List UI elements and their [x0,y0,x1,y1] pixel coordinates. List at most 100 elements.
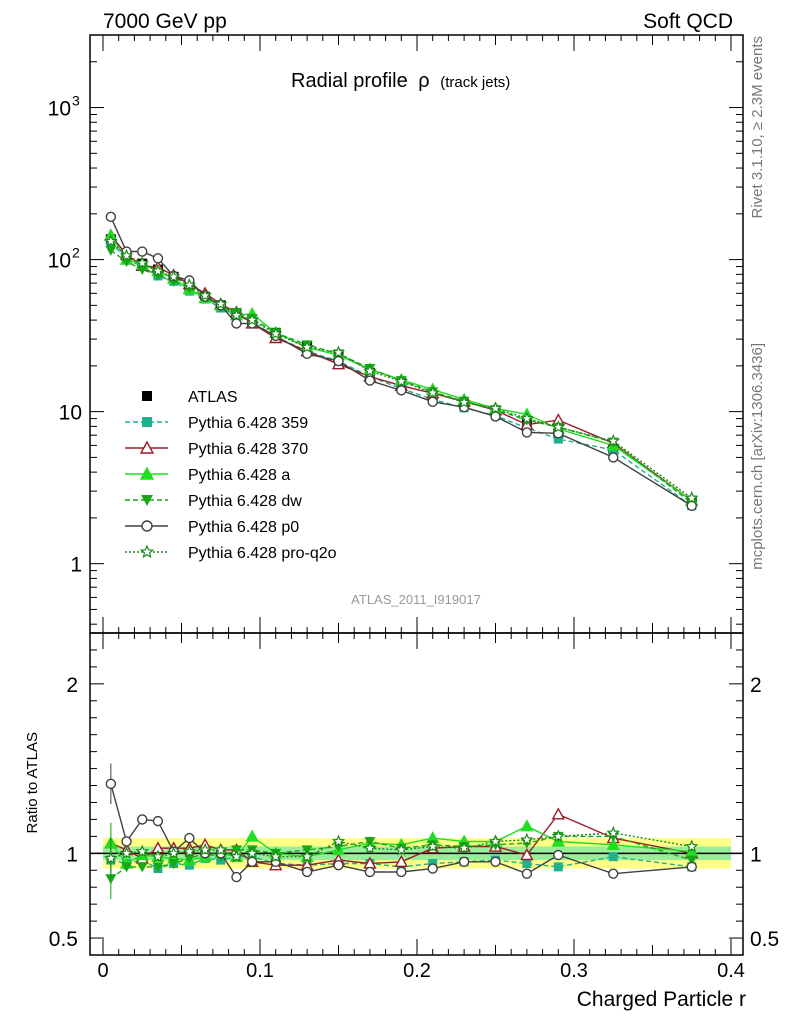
legend-marker-shape [139,440,155,454]
data-point-shape [686,500,697,512]
x-tick-label: 0.1 [246,960,274,982]
ratio-point [685,839,699,853]
ratio-point [457,841,471,854]
ratio-point [136,862,148,873]
legend-item: Pythia 6.428 dw [125,493,302,510]
legend-marker-shape [142,391,152,401]
ratio-point [394,842,408,856]
ratio-series-line [110,832,692,860]
ratio-point-shape [269,849,283,863]
data-point-shape [182,278,197,291]
ratio-point-shape [606,837,620,851]
data-point [551,420,565,433]
analysis-label: ATLAS_2011_I919017 [351,592,481,607]
legend-marker-shape [141,495,153,506]
ratio-point-shape [394,842,408,856]
y-tick-label-exponent: 3 [72,93,80,109]
data-point-shape [152,253,164,264]
ratio-point-shape [608,868,619,879]
data-point-shape [105,245,117,256]
ratio-series-line [110,825,692,865]
data-point-shape [231,318,242,329]
data-point-shape [300,340,314,353]
ratio-point-shape [458,856,470,867]
x-tick-label: 0 [97,960,108,982]
ratio-point-shape [166,846,181,860]
series-2 [104,228,699,506]
legend: ATLAS Pythia 6.428 359 Pythia 6.428 370 Pyt… [125,389,337,562]
data-point [105,211,117,223]
ratio-point-shape [245,846,259,860]
ratio-point [333,859,344,871]
series-6 [104,234,699,504]
ratio-point [606,825,621,839]
data-point [606,434,620,447]
data-point [331,345,346,359]
legend-item: Pythia 6.428 a [125,466,290,484]
ratio-point-shape [121,862,133,873]
legend-label: Pythia 6.428 370 [188,441,308,458]
data-point-shape [608,452,619,463]
ratio-y-tick-label-right: 0.5 [750,928,779,951]
ratio-point-shape [231,871,242,883]
data-point-shape [521,427,533,438]
data-point [686,500,697,512]
legend-marker [142,417,152,427]
ratio-point-shape [363,841,377,854]
data-point [245,313,259,326]
ratio-point [245,846,259,860]
ratio-point [301,866,313,878]
data-point-shape [137,246,148,257]
ratio-frame [89,632,744,956]
data-point-shape [166,269,181,283]
data-point-shape [551,420,565,433]
ratio-point-shape [214,842,228,856]
ratio-point-shape [553,862,563,872]
ratio-point-shape [184,832,195,844]
ratio-point [394,854,408,867]
data-point-shape [229,308,244,322]
ratio-series-line [110,813,692,866]
ratio-y-tick-label-right: 2 [750,674,762,697]
ratio-point-shape [606,825,621,839]
x-axis-label: Charged Particle r [577,988,746,1011]
ratio-point [184,832,195,844]
x-tick-label: 0.3 [560,960,588,982]
ratio-point [363,841,377,854]
ratio-point-shape [229,849,244,863]
ratio-point [551,829,565,843]
legend-marker [139,544,155,559]
data-point [396,385,407,396]
series-line [110,240,693,499]
x-tick-label: 0.2 [403,960,431,982]
ratio-point [198,842,212,856]
ratio-point-shape [394,854,408,867]
data-point [151,264,165,277]
legend-label: Pythia 6.428 pro-q2o [188,545,337,562]
data-point [137,246,148,257]
ratio-point-shape [119,846,134,860]
ratio-point-shape [490,856,501,867]
data-point [685,491,699,504]
ratio-point [105,874,117,885]
ratio-point [553,849,564,861]
y-tick-label-exponent: 2 [72,245,80,261]
data-point-shape [151,264,165,277]
legend-marker-shape [139,466,155,480]
ratio-series-line [110,783,692,879]
ratio-point-shape [245,829,259,842]
data-point-shape [214,297,228,310]
ratio-point-shape [686,861,697,873]
ratio-point [396,866,407,878]
data-point [488,401,503,415]
ratio-point-shape [300,849,314,863]
ratio-point [229,849,244,863]
data-point-shape [104,234,118,247]
legend-marker-shape [139,544,155,559]
data-point [104,234,118,247]
ratio-point [152,815,164,827]
main-title-sub: (track jets) [440,74,510,91]
ratio-point-shape [551,807,565,820]
data-point-shape [553,434,563,444]
